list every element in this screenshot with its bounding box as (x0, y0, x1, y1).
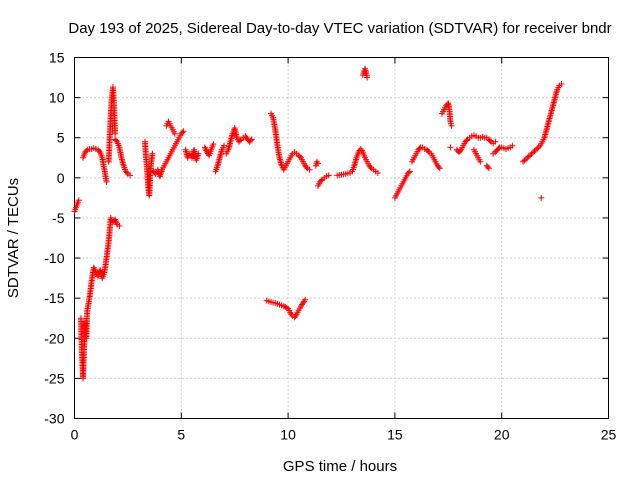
data-point (558, 80, 565, 87)
data-point (522, 156, 529, 163)
data-point (531, 148, 538, 155)
data-point (425, 147, 432, 154)
data-point (435, 164, 442, 171)
data-point (303, 164, 310, 171)
data-point (447, 144, 454, 151)
data-point (527, 152, 534, 159)
y-axis-label: SDTVAR / TECUs (5, 178, 22, 298)
plot-frame (74, 57, 609, 419)
data-point (83, 147, 90, 154)
y-tick-label: 5 (57, 130, 65, 146)
data-point (171, 130, 178, 137)
x-axis-label: GPS time / hours (283, 458, 397, 475)
data-point (406, 168, 413, 175)
data-point (127, 172, 134, 179)
data-point (521, 157, 528, 164)
x-tick-label: 5 (177, 427, 185, 443)
data-point (318, 177, 325, 184)
data-point (484, 164, 491, 171)
data-point (448, 122, 455, 129)
data-point (509, 142, 516, 149)
x-tick-label: 0 (71, 427, 79, 443)
data-point (179, 129, 186, 136)
grid-lines (74, 57, 609, 419)
x-tick-label: 20 (494, 427, 510, 443)
y-tick-label: -30 (44, 411, 64, 427)
x-tick-label: 25 (601, 427, 617, 443)
data-point (528, 150, 535, 157)
data-point (210, 141, 217, 148)
y-tick-label: 15 (49, 50, 65, 66)
y-tick-label: 10 (49, 90, 65, 106)
data-point (477, 158, 484, 165)
data-point (113, 137, 120, 144)
data-point (535, 144, 542, 151)
data-point (534, 145, 541, 152)
data-point (538, 194, 545, 201)
tick-marks (74, 57, 609, 419)
data-point (149, 150, 156, 157)
data-point (248, 136, 255, 143)
data-point (486, 137, 493, 144)
data-point (325, 172, 332, 179)
data-point (180, 128, 187, 135)
data-point (495, 145, 502, 152)
data-series (71, 65, 565, 382)
data-point (302, 296, 309, 303)
data-point (75, 197, 82, 204)
data-point (416, 145, 423, 152)
y-tick-labels: -30 -25 -20 -15 -10 -5 0 5 10 15 (44, 50, 64, 427)
data-point (221, 142, 228, 149)
data-point (306, 166, 313, 173)
data-point (532, 146, 539, 153)
data-point (492, 138, 499, 145)
data-point (237, 137, 244, 144)
data-point (195, 150, 202, 157)
data-point (525, 153, 532, 160)
data-point (457, 147, 464, 154)
y-tick-label: -20 (44, 330, 64, 346)
data-point (364, 74, 371, 81)
y-tick-label: -5 (52, 210, 65, 226)
data-point (96, 147, 103, 154)
y-tick-label: -25 (44, 370, 64, 386)
data-point (367, 164, 374, 171)
y-tick-label: 0 (57, 170, 65, 186)
data-point (112, 130, 119, 137)
data-point (103, 178, 110, 185)
data-point (524, 154, 531, 161)
data-point (315, 160, 322, 167)
data-point (520, 158, 527, 165)
x-tick-labels: 0 5 10 15 20 25 (71, 427, 617, 443)
data-point (436, 165, 443, 172)
data-point (123, 169, 130, 176)
data-point (463, 137, 470, 144)
data-point (530, 149, 537, 156)
x-tick-label: 10 (280, 427, 296, 443)
y-tick-label: -15 (44, 290, 64, 306)
data-point (116, 222, 123, 229)
data-point (374, 170, 381, 177)
data-point (405, 169, 412, 176)
data-point (247, 137, 254, 144)
y-tick-label: -10 (44, 250, 64, 266)
data-point (296, 153, 303, 160)
data-point (485, 165, 492, 172)
x-tick-label: 15 (387, 427, 403, 443)
chart-title: Day 193 of 2025, Sidereal Day-to-day VTE… (68, 20, 611, 37)
